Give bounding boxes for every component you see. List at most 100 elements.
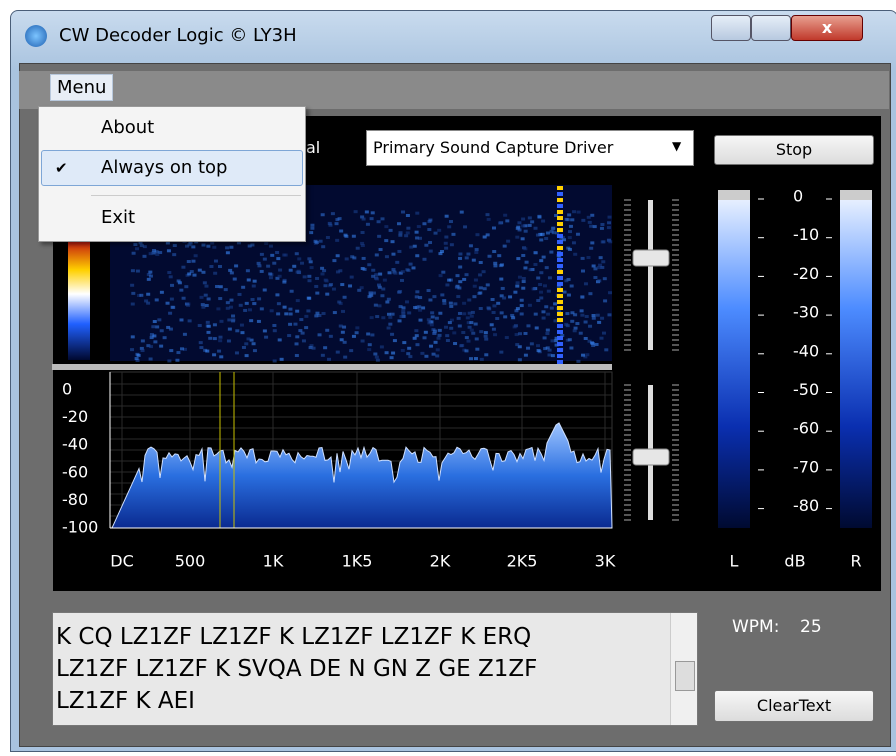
close-button[interactable]: x <box>791 15 863 41</box>
noise-cell <box>523 353 528 357</box>
noise-cell <box>513 290 518 294</box>
noise-cell <box>130 335 135 339</box>
noise-cell <box>252 279 257 283</box>
decoded-line: LZ1ZF K AEI <box>56 688 195 714</box>
noise-cell <box>148 274 153 278</box>
noise-cell <box>344 257 349 261</box>
noise-cell <box>138 241 143 245</box>
noise-cell <box>438 252 443 256</box>
noise-cell <box>591 343 596 347</box>
noise-cell <box>130 302 135 306</box>
noise-cell <box>475 233 480 237</box>
noise-cell <box>257 264 262 268</box>
noise-cell <box>140 339 145 343</box>
noise-cell <box>547 353 552 357</box>
noise-cell <box>515 227 520 231</box>
noise-cell <box>246 278 251 282</box>
noise-cell <box>177 281 182 285</box>
menu-item[interactable]: About <box>101 117 155 138</box>
noise-cell <box>284 312 289 316</box>
noise-cell <box>562 290 567 294</box>
noise-cell <box>539 290 544 294</box>
noise-cell <box>339 338 344 342</box>
noise-cell <box>294 342 299 346</box>
noise-cell <box>533 251 538 255</box>
stop-button[interactable]: Stop <box>714 135 874 165</box>
minimize-button[interactable] <box>711 15 751 41</box>
noise-cell <box>289 289 294 293</box>
noise-cell <box>591 264 596 268</box>
noise-cell <box>317 333 322 337</box>
noise-cell <box>467 325 472 329</box>
menu-button[interactable]: Menu <box>50 74 114 101</box>
noise-cell <box>469 357 474 361</box>
menu-item[interactable]: Exit <box>101 207 136 228</box>
noise-cell <box>340 283 345 287</box>
noise-cell <box>408 262 413 266</box>
menu-item[interactable]: Always on top <box>101 157 228 178</box>
noise-cell <box>527 216 532 220</box>
noise-cell <box>199 346 204 350</box>
noise-cell <box>496 301 501 305</box>
noise-cell <box>293 322 298 326</box>
noise-cell <box>149 333 154 337</box>
noise-cell <box>537 214 542 218</box>
noise-cell <box>154 250 159 254</box>
signal-trace <box>557 234 563 238</box>
noise-cell <box>404 234 409 238</box>
noise-cell <box>556 284 561 288</box>
noise-cell <box>355 246 360 250</box>
noise-cell <box>283 253 288 257</box>
noise-cell <box>531 287 536 291</box>
noise-cell <box>374 277 379 281</box>
noise-cell <box>447 278 452 282</box>
meter-tick-label: -40 <box>793 341 819 360</box>
noise-cell <box>499 350 504 354</box>
noise-cell <box>168 311 173 315</box>
noise-cell <box>567 236 572 240</box>
noise-cell <box>452 331 457 335</box>
noise-cell <box>306 309 311 313</box>
noise-cell <box>428 218 433 222</box>
noise-cell <box>335 238 340 242</box>
noise-cell <box>229 271 234 275</box>
scroll-thumb[interactable] <box>675 661 695 691</box>
noise-cell <box>547 348 552 352</box>
device-dropdown[interactable]: Primary Sound Capture Driver ▼ <box>366 130 694 166</box>
noise-cell <box>417 236 422 240</box>
noise-cell <box>467 311 472 315</box>
noise-cell <box>545 231 550 235</box>
noise-cell <box>420 351 425 355</box>
noise-cell <box>377 234 382 238</box>
noise-cell <box>247 308 252 312</box>
meter-tick-label: -10 <box>793 225 819 244</box>
decoded-line: K CQ LZ1ZF LZ1ZF K LZ1ZF LZ1ZF K ERQ <box>56 624 532 650</box>
noise-cell <box>217 349 222 353</box>
noise-cell <box>300 261 305 265</box>
noise-cell <box>182 347 187 351</box>
noise-cell <box>405 231 410 235</box>
slider-thumb[interactable] <box>632 249 670 267</box>
clear-button[interactable]: ClearText <box>714 690 874 722</box>
noise-cell <box>583 282 588 286</box>
noise-cell <box>453 302 458 306</box>
spectrum-x-label: 2K <box>430 552 451 571</box>
noise-cell <box>140 349 145 353</box>
noise-cell <box>399 278 404 282</box>
noise-cell <box>168 275 173 279</box>
maximize-button[interactable] <box>751 15 791 41</box>
noise-cell <box>603 299 608 303</box>
noise-cell <box>213 271 218 275</box>
noise-cell <box>187 243 192 247</box>
noise-cell <box>375 315 380 319</box>
noise-cell <box>530 220 535 224</box>
slider-thumb[interactable] <box>632 448 670 466</box>
sliders <box>624 199 679 521</box>
meter-label: dB <box>784 552 805 571</box>
noise-cell <box>516 257 521 261</box>
scrollbar[interactable] <box>670 613 697 725</box>
noise-cell <box>432 295 437 299</box>
noise-cell <box>401 210 406 214</box>
noise-cell <box>554 214 559 218</box>
noise-cell <box>475 347 480 351</box>
